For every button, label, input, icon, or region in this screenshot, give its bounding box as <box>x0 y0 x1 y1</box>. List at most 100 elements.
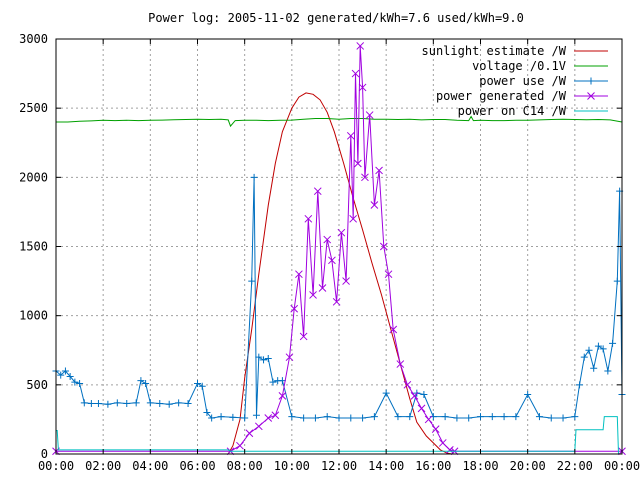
data-point-plus <box>203 409 211 416</box>
data-point-plus <box>585 346 593 354</box>
data-point-cross <box>403 380 412 389</box>
data-point-plus <box>142 379 150 387</box>
data-point-cross <box>342 277 350 285</box>
data-point-cross <box>365 111 374 119</box>
series-0 <box>56 92 622 455</box>
data-point-plus <box>441 413 449 421</box>
data-point-plus <box>335 414 343 422</box>
data-point-plus <box>113 399 121 407</box>
data-point-cross <box>351 69 360 78</box>
series-3 <box>52 42 626 456</box>
y-tick-label: 2500 <box>19 101 48 115</box>
data-point-plus <box>264 355 272 363</box>
x-tick-label: 12:00 <box>321 459 357 473</box>
data-point-cross <box>332 297 341 306</box>
data-point-cross <box>254 422 263 431</box>
data-point-cross <box>379 242 388 251</box>
data-point-plus <box>394 413 402 421</box>
legend-label: power on C14 /W <box>458 104 567 118</box>
data-point-plus <box>559 414 567 422</box>
data-point-plus <box>260 356 268 364</box>
data-point-plus <box>229 413 237 421</box>
y-tick-label: 500 <box>26 378 48 392</box>
data-point-cross <box>356 42 365 50</box>
data-point-cross <box>328 256 336 265</box>
data-point-plus <box>198 382 206 390</box>
data-point-cross <box>264 414 273 422</box>
data-point-plus <box>465 414 473 422</box>
data-point-plus <box>453 414 461 422</box>
data-point-plus <box>208 414 216 422</box>
data-point-cross <box>295 270 303 279</box>
data-point-cross <box>431 425 440 433</box>
data-point-plus <box>512 413 520 421</box>
data-point-plus <box>477 413 484 421</box>
legend-label: power generated /W <box>436 89 567 103</box>
x-tick-label: 00:00 <box>38 459 74 473</box>
data-point-plus <box>288 413 296 421</box>
y-tick-label: 3000 <box>19 32 48 46</box>
y-tick-label: 0 <box>41 447 48 461</box>
data-point-cross <box>389 325 398 334</box>
data-point-plus <box>217 413 225 421</box>
data-point-plus <box>370 413 378 421</box>
data-point-cross <box>271 411 280 420</box>
data-point-cross <box>445 445 454 454</box>
data-point-plus <box>66 373 74 381</box>
data-point-plus <box>104 400 112 408</box>
data-point-cross <box>245 429 254 438</box>
y-tick-label: 1000 <box>19 309 48 323</box>
data-point-plus <box>123 400 131 408</box>
data-point-plus <box>146 399 154 407</box>
series-1 <box>56 115 623 128</box>
data-point-plus <box>87 400 95 408</box>
data-point-plus <box>57 371 65 379</box>
legend-label: sunlight estimate /W <box>422 44 567 58</box>
data-point-plus <box>175 399 183 407</box>
data-point-cross <box>375 166 383 175</box>
data-point-plus <box>609 339 617 347</box>
data-point-plus <box>382 389 390 397</box>
x-tick-label: 06:00 <box>179 459 215 473</box>
data-point-plus <box>571 413 579 421</box>
series-line <box>56 115 623 128</box>
x-tick-label: 18:00 <box>462 459 498 473</box>
data-point-plus <box>535 413 543 421</box>
data-point-plus <box>547 414 555 422</box>
data-point-plus <box>488 413 496 421</box>
x-tick-label: 16:00 <box>415 459 451 473</box>
data-point-plus <box>248 277 256 285</box>
data-point-cross <box>370 201 379 209</box>
data-point-cross <box>236 441 244 450</box>
data-point-plus <box>524 391 532 399</box>
data-point-cross <box>290 304 299 313</box>
data-point-cross <box>384 270 393 279</box>
data-point-plus <box>599 345 607 353</box>
data-point-cross <box>417 404 426 413</box>
data-point-plus <box>500 413 508 421</box>
y-tick-label: 1500 <box>19 240 48 254</box>
axes: 00:00 02:00 04:00 06:00 08:00 10:00 12:00 14:00… <box>19 32 640 473</box>
data-point-plus <box>94 400 102 408</box>
data-point-plus <box>61 367 69 375</box>
x-tick-label: 22:00 <box>557 459 593 473</box>
x-tick-label: 00:00 <box>604 459 640 473</box>
data-point-plus <box>184 400 192 408</box>
data-point-plus <box>359 414 367 422</box>
y-tick-label: 2000 <box>19 170 48 184</box>
data-point-plus <box>613 277 621 285</box>
data-point-plus <box>420 391 428 399</box>
series-2 <box>52 173 626 422</box>
data-point-cross <box>309 291 317 299</box>
data-point-plus <box>580 353 588 361</box>
data-point-plus <box>604 367 612 375</box>
x-tick-label: 10:00 <box>274 459 310 473</box>
data-point-cross <box>349 214 358 223</box>
data-point-cross <box>410 392 419 400</box>
x-tick-label: 20:00 <box>510 459 546 473</box>
data-point-cross <box>438 439 447 447</box>
data-point-plus <box>255 353 263 361</box>
legend-label: power use /W <box>479 74 566 88</box>
